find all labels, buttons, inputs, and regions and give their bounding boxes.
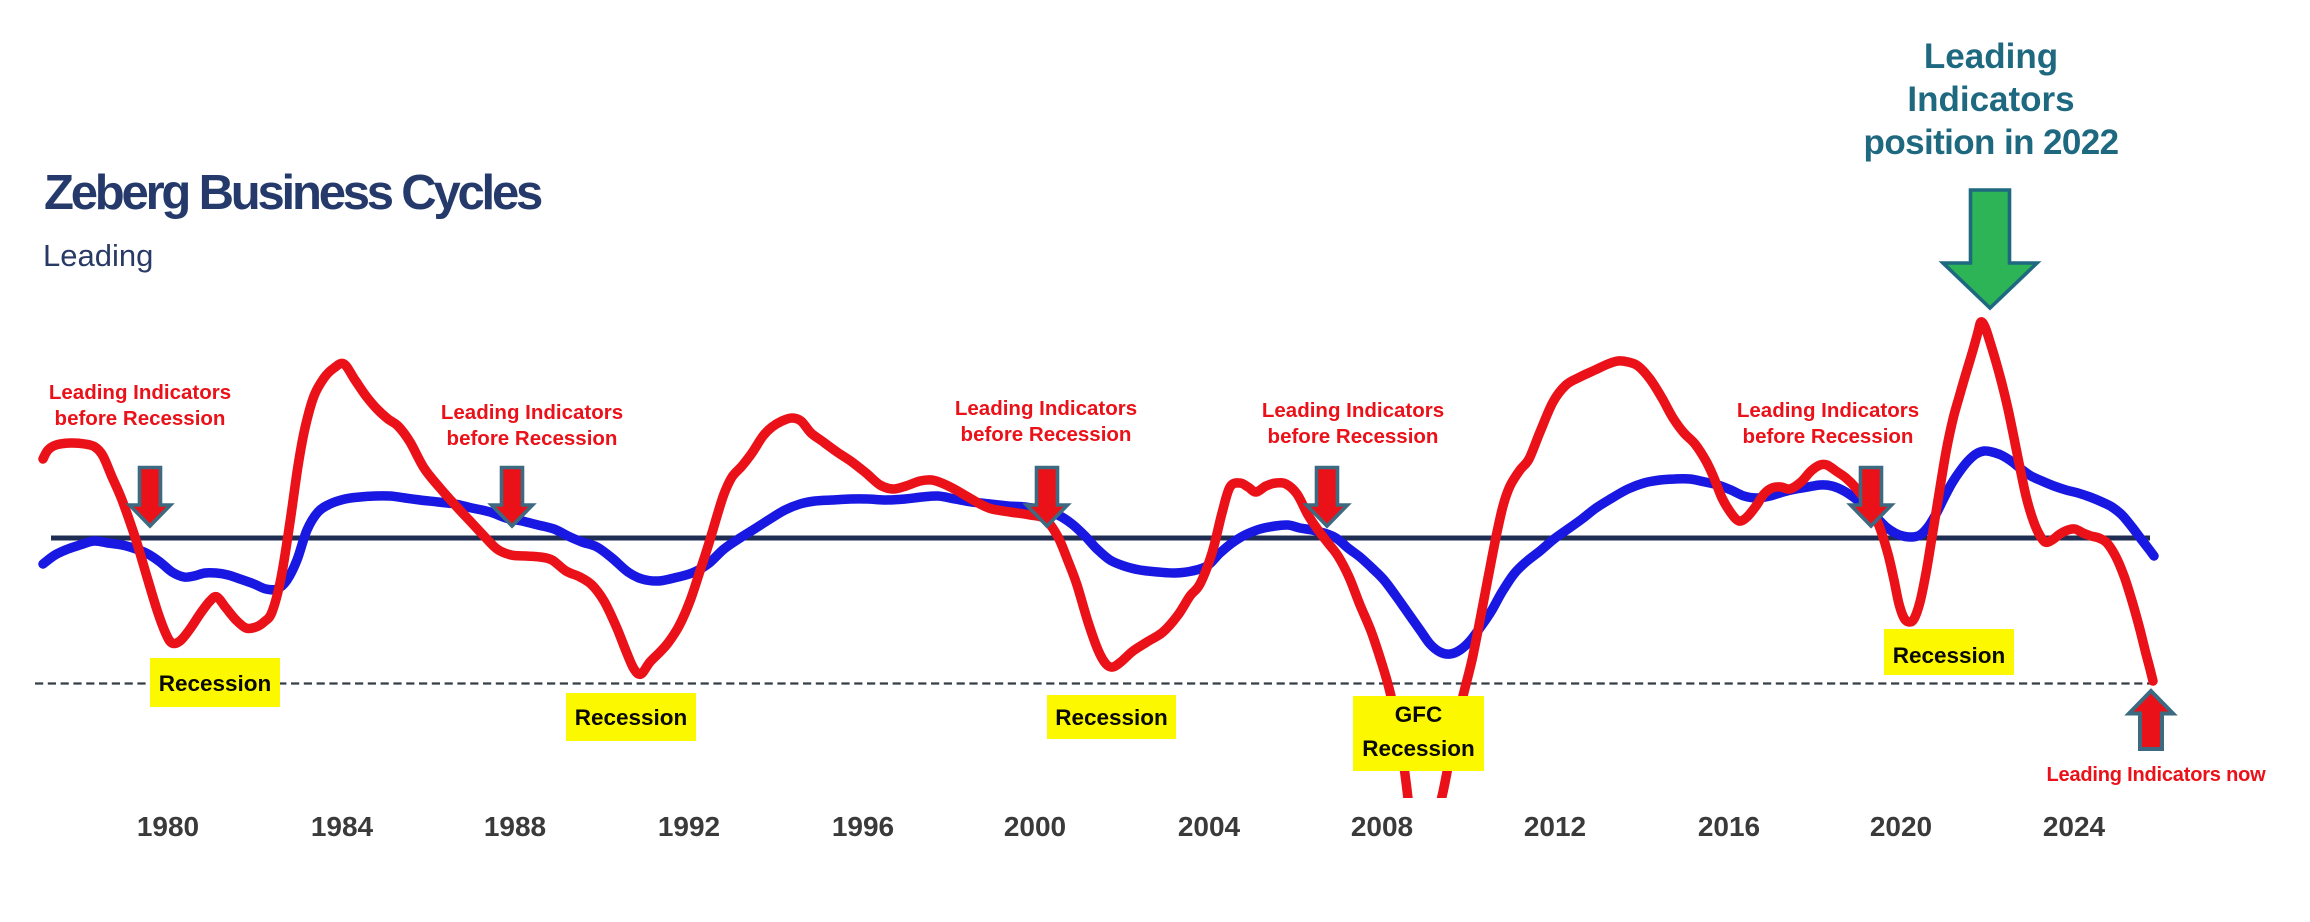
svg-text:GFC: GFC bbox=[1395, 702, 1443, 727]
svg-text:2012: 2012 bbox=[1524, 811, 1586, 842]
svg-text:Leading: Leading bbox=[1924, 37, 2058, 76]
svg-text:1980: 1980 bbox=[137, 811, 199, 842]
svg-text:2000: 2000 bbox=[1004, 811, 1066, 842]
svg-text:1984: 1984 bbox=[311, 811, 374, 842]
svg-text:Indicators: Indicators bbox=[1907, 80, 2074, 119]
svg-text:before Recession: before Recession bbox=[961, 423, 1132, 446]
svg-text:Leading Indicators: Leading Indicators bbox=[1262, 399, 1444, 422]
svg-text:2016: 2016 bbox=[1698, 811, 1760, 842]
svg-text:1992: 1992 bbox=[658, 811, 720, 842]
svg-text:1988: 1988 bbox=[484, 811, 546, 842]
svg-text:Zeberg Business Cycles: Zeberg Business Cycles bbox=[44, 166, 542, 220]
svg-text:before Recession: before Recession bbox=[1268, 425, 1439, 448]
svg-text:2004: 2004 bbox=[1178, 811, 1241, 842]
svg-text:2024: 2024 bbox=[2043, 811, 2106, 842]
svg-text:Leading Indicators now: Leading Indicators now bbox=[2047, 764, 2267, 786]
svg-text:before Recession: before Recession bbox=[55, 407, 226, 430]
svg-text:before Recession: before Recession bbox=[447, 427, 618, 450]
svg-text:Recession: Recession bbox=[159, 671, 272, 696]
svg-text:2020: 2020 bbox=[1870, 811, 1932, 842]
svg-text:Leading Indicators: Leading Indicators bbox=[49, 381, 231, 404]
svg-text:1996: 1996 bbox=[832, 811, 894, 842]
svg-text:Recession: Recession bbox=[1362, 736, 1475, 761]
svg-text:Recession: Recession bbox=[1893, 643, 2006, 668]
svg-text:position in 2022: position in 2022 bbox=[1864, 123, 2119, 162]
svg-text:before Recession: before Recession bbox=[1743, 425, 1914, 448]
svg-text:Leading Indicators: Leading Indicators bbox=[955, 397, 1137, 420]
svg-text:Leading Indicators: Leading Indicators bbox=[1737, 399, 1919, 422]
svg-text:Leading Indicators: Leading Indicators bbox=[441, 401, 623, 424]
svg-text:Recession: Recession bbox=[1055, 705, 1168, 730]
svg-text:Leading: Leading bbox=[43, 238, 153, 273]
svg-text:Recession: Recession bbox=[575, 705, 688, 730]
svg-text:2008: 2008 bbox=[1351, 811, 1413, 842]
